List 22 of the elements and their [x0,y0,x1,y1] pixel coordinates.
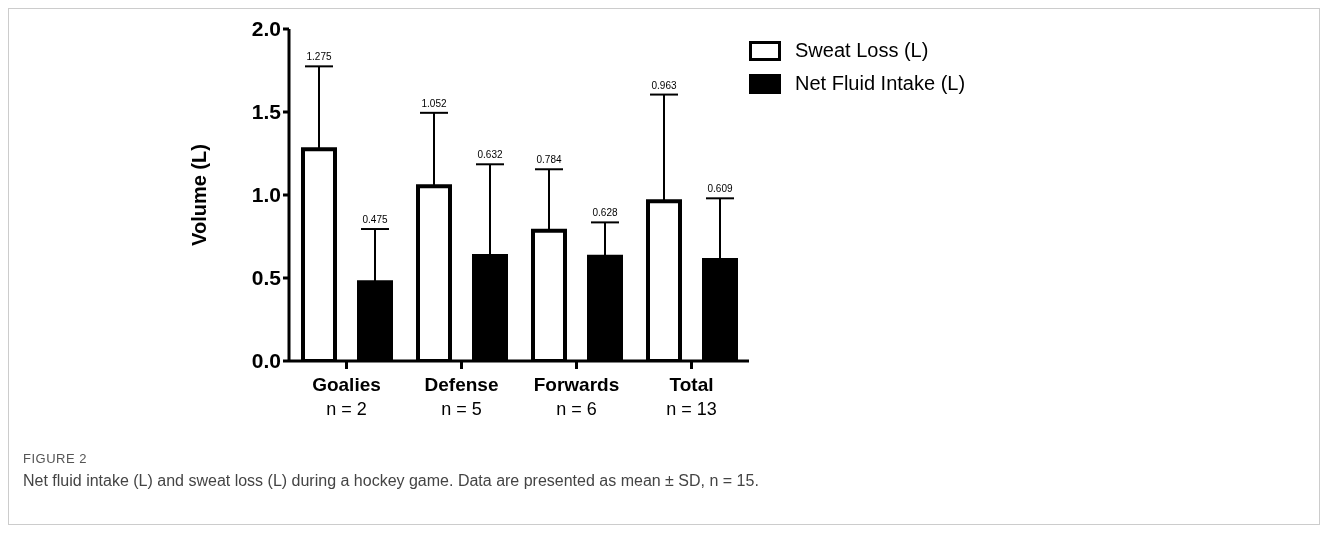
annotation: 0.784 [536,154,562,166]
annotation: 0.628 [592,207,618,219]
annotation: 0.609 [707,183,733,195]
caption: FIGURE 2 [23,451,88,466]
x-tick-label: Forwards n = 6 [533,374,620,419]
text: Net fluid intake (L) and sweat loss (L) during a hockey game. Data are presented as mean ± SD, n = 15. [23,472,759,490]
annotation: 0.475 [362,214,388,226]
annotation: 0.632 [477,149,503,161]
annotation: 0.963 [651,79,677,91]
x-tick-label: Total n = 13 [666,374,717,419]
x-tick-label: Defense n = 5 [424,374,499,419]
x-tick-label: Goalies n = 2 [312,374,381,419]
legend-label: Sweat Loss (L) [795,39,929,62]
annotation: 1.275 [306,51,332,63]
legend-label: Net Fluid Intake (L) [795,72,966,95]
y-tick-label: 1.0 [251,183,281,207]
y-tick-label: 0.5 [251,266,282,290]
y-tick-label: 2.0 [251,17,281,41]
y-axis-title: Volume (L) [188,144,211,246]
y-tick-label: 0.0 [251,349,281,373]
annotation: 1.052 [421,97,447,109]
y-tick-label: 1.5 [251,100,282,124]
